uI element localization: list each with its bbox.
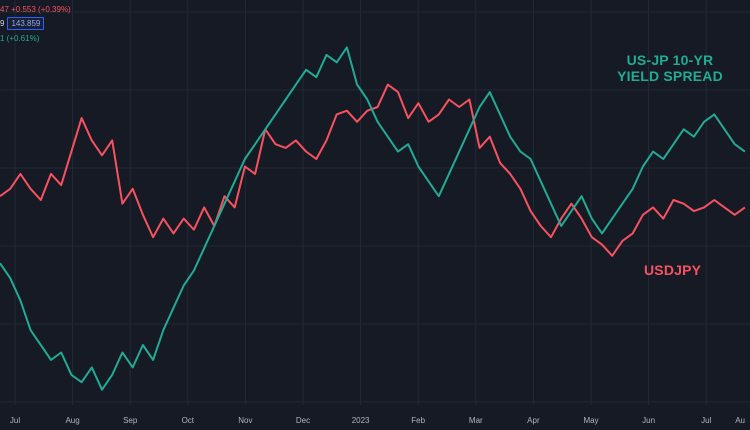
spread-series-label: US-JP 10-YR YIELD SPREAD bbox=[605, 52, 735, 84]
x-tick-label: Feb bbox=[411, 416, 425, 425]
x-tick-label: May bbox=[583, 416, 598, 425]
chart-lines bbox=[0, 46, 746, 391]
x-tick-label: 2023 bbox=[352, 416, 370, 425]
x-tick-label: Jul bbox=[701, 416, 711, 425]
yield-spread-line bbox=[0, 46, 746, 391]
x-tick-label: Oct bbox=[182, 416, 195, 425]
legend-price-row: 9 143.859 bbox=[0, 17, 45, 30]
legend-spread-row: 1 (+0.61%) bbox=[0, 32, 39, 45]
legend-usdjpy-row: 47 +0.553 (+0.39%) bbox=[0, 3, 71, 16]
x-tick-label: Sep bbox=[123, 416, 138, 425]
x-tick-label: Jun bbox=[642, 416, 655, 425]
x-tick-label: Jul bbox=[10, 416, 20, 425]
x-tick-label: Dec bbox=[296, 416, 310, 425]
legend-spread-change: 1 (+0.61%) bbox=[0, 34, 40, 43]
x-tick-label: Mar bbox=[469, 416, 483, 425]
chart-grid bbox=[0, 0, 750, 405]
x-tick-label: Au bbox=[735, 416, 745, 425]
x-tick-label: Aug bbox=[65, 416, 79, 425]
legend-price-box[interactable]: 143.859 bbox=[7, 17, 45, 30]
legend-price-prefix: 9 bbox=[0, 19, 5, 28]
spread-label-line2: YIELD SPREAD bbox=[617, 68, 723, 84]
legend-usdjpy-change: 47 +0.553 (+0.39%) bbox=[0, 5, 71, 14]
usdjpy-series-label: USDJPY bbox=[644, 262, 702, 278]
x-axis: Jul Aug Sep Oct Nov Dec 2023 Feb Mar Apr May Jun Jul… bbox=[10, 416, 745, 425]
spread-label-line1: US-JP 10-YR bbox=[626, 52, 714, 68]
x-tick-label: Nov bbox=[238, 416, 252, 425]
x-tick-label: Apr bbox=[527, 416, 540, 425]
